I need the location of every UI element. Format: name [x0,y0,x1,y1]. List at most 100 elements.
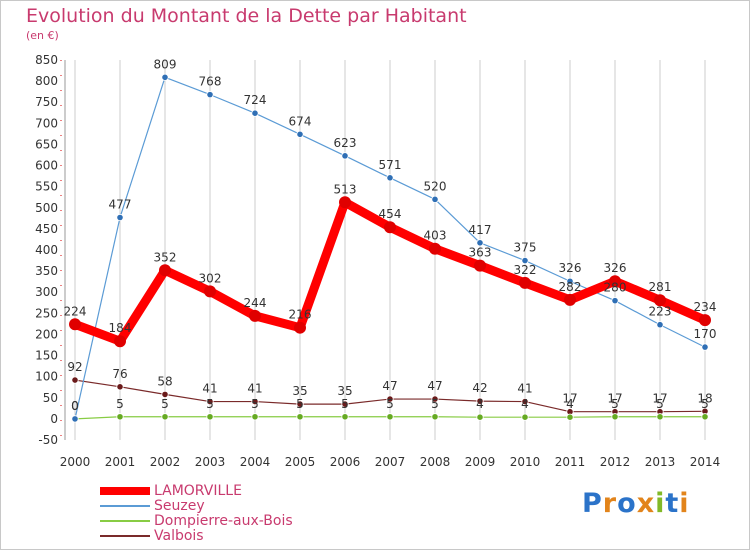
data-point [699,314,711,327]
data-point [384,221,396,234]
x-tick-label: 2006 [330,455,361,469]
y-tick-label: 600 [35,159,58,173]
data-label: 674 [289,114,312,128]
y-tick-label: 350 [35,264,58,278]
data-point [116,413,124,421]
data-label: 18 [697,391,712,405]
data-point [386,413,394,421]
x-tick-label: 2003 [195,455,226,469]
data-label: 35 [337,384,352,398]
y-tick-label: -50 [38,433,58,447]
data-point [701,413,709,421]
data-label: 5 [296,397,304,411]
data-label: 223 [649,305,672,319]
data-point [386,174,394,182]
data-point [204,285,216,298]
y-tick-label: 50 [43,391,58,405]
data-point [654,294,666,307]
logo-letter: o [617,488,637,519]
data-point [656,321,664,329]
y-tick-label: 750 [35,95,58,109]
axis-layer: -500501001502002503003504004505005506006… [35,53,720,469]
x-tick-label: 2000 [60,455,91,469]
x-tick-label: 2008 [420,455,451,469]
x-tick-label: 2011 [555,455,586,469]
data-point [611,413,619,421]
x-tick-label: 2004 [240,455,271,469]
y-tick-label: 150 [35,349,58,363]
data-label: 281 [649,280,672,294]
data-point [251,397,259,406]
legend-label: LAMORVILLE [154,483,242,499]
data-point [474,259,486,272]
x-tick-label: 2014 [690,455,721,469]
legend-label: Valbois [154,528,204,544]
y-tick-label: 450 [35,222,58,236]
data-point [116,383,124,391]
data-label: 184 [109,321,132,335]
data-point [656,413,664,421]
data-label: 513 [334,182,357,196]
data-point [476,397,484,405]
data-label: 92 [67,360,82,374]
y-tick-label: 550 [35,180,58,194]
data-label: 724 [244,93,267,107]
data-point [521,256,529,265]
data-point [296,130,304,138]
data-point [159,264,171,277]
data-label: 41 [247,382,262,396]
data-point [71,376,79,384]
data-point [71,415,79,423]
data-label: 47 [427,379,442,393]
data-label: 571 [379,158,402,172]
data-point [476,413,484,421]
chart-title: Evolution du Montant de la Dette par Hab… [26,5,467,27]
data-point [521,413,529,421]
data-point [116,213,124,222]
x-tick-label: 2013 [645,455,676,469]
legend-label: Seuzey [154,498,205,514]
x-tick-label: 2002 [150,455,181,469]
data-label: 4 [566,397,574,411]
y-tick-label: 400 [35,243,58,257]
data-label: 768 [199,75,222,89]
data-point [431,413,439,421]
legend-swatch [100,520,150,522]
grid-layer [74,60,706,440]
x-tick-label: 2005 [285,455,316,469]
data-label: 41 [202,382,217,396]
data-point [161,73,169,81]
data-label: 47 [382,379,397,393]
logo-letter: x [636,488,656,519]
data-label: 403 [424,229,447,243]
logo-letter: r [602,488,618,519]
legend-swatch [100,487,150,495]
data-label: 5 [116,397,124,411]
legend-swatch [100,505,150,507]
data-label: 42 [472,381,487,395]
x-tick-label: 2001 [105,455,136,469]
data-point [206,413,214,421]
x-tick-label: 2010 [510,455,541,469]
data-label: 4 [476,397,484,411]
data-label: 454 [379,207,402,221]
data-label: 58 [157,374,172,388]
data-label: 417 [469,223,492,237]
data-label: 17 [562,392,577,406]
data-label: 326 [559,261,582,275]
data-point [161,390,169,398]
y-tick-label: 500 [35,201,58,215]
data-label: 17 [607,392,622,406]
data-label: 35 [292,384,307,398]
data-label: 5 [206,397,214,411]
x-tick-label: 2007 [375,455,406,469]
data-point [431,195,439,203]
series-layer [69,73,711,423]
data-label: 5 [431,397,439,411]
data-point [69,318,81,331]
legend-swatch [100,535,150,537]
chart-subtitle: (en €) [26,29,59,42]
data-label: 244 [244,296,267,310]
data-label: 322 [514,263,537,277]
